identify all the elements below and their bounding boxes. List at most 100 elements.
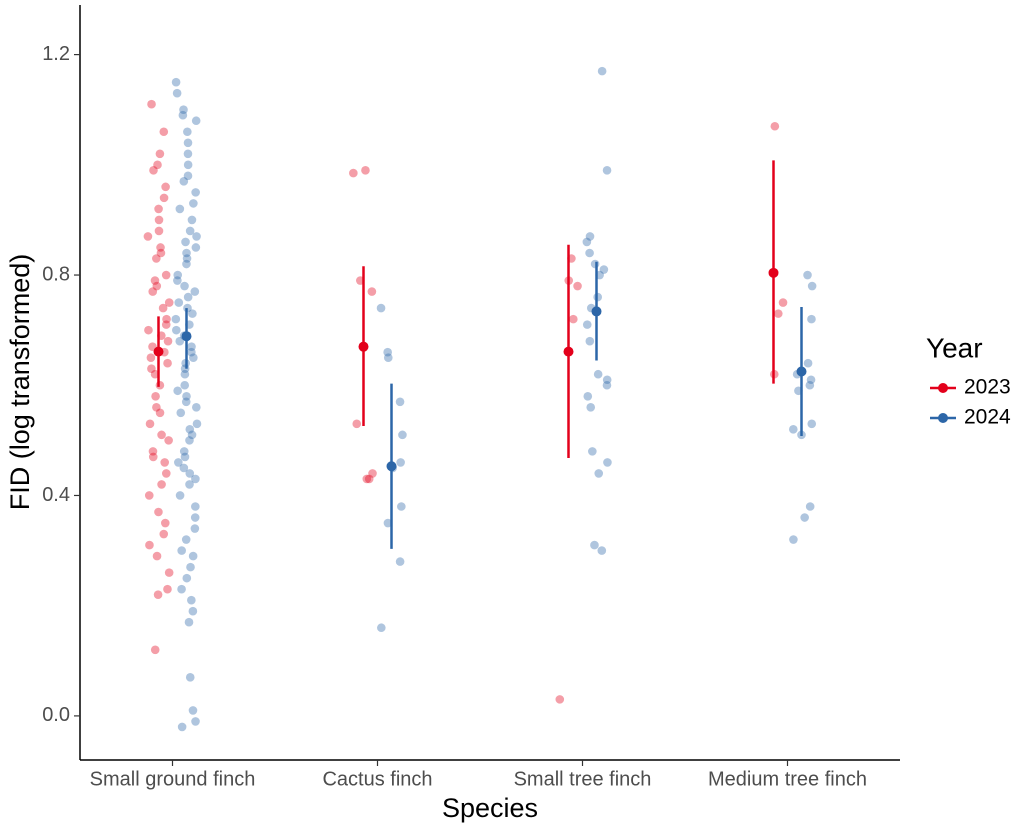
data-point [807,314,816,324]
data-point [807,419,817,429]
data-point [573,281,582,291]
data-point [154,226,164,236]
data-point [147,364,156,374]
data-point [397,502,406,511]
data-point [175,336,185,346]
data-point [789,425,798,434]
data-point [185,226,195,236]
data-point [377,623,386,633]
data-point [191,717,200,726]
data-point [177,722,187,732]
data-point [160,518,170,528]
data-point [805,502,815,511]
data-point [179,463,189,473]
data-point [602,380,612,390]
data-point [145,540,154,550]
data-point [159,193,169,203]
data-point [189,199,198,208]
data-point [778,298,788,307]
x-tick-label: Cactus finch [322,768,432,790]
data-point [152,281,162,291]
data-point [395,557,405,566]
data-point [594,469,604,478]
data-point [180,452,190,462]
data-point [187,595,196,605]
data-point [188,606,198,616]
data-point [153,590,163,599]
data-point [152,402,161,412]
data-point [583,391,593,401]
data-point [192,419,202,429]
data-point [162,314,171,324]
legend-title: Year [926,332,983,363]
data-point [597,546,607,555]
data-point [177,546,186,555]
y-axis-title: FID (log transformed) [5,254,35,511]
data-point [182,248,191,258]
data-point [568,314,578,324]
data-point [157,430,166,440]
data-point [192,402,201,412]
data-point [603,458,612,467]
data-point [175,204,185,214]
x-tick-label: Small tree finch [514,768,652,790]
data-point [157,480,166,489]
data-point [586,402,596,412]
data-point [149,166,158,175]
data-point [185,480,194,489]
mean-point [591,306,602,317]
data-point [152,551,162,561]
data-point [181,535,191,544]
data-point [191,243,201,252]
data-point [155,408,165,418]
data-point [163,336,173,346]
y-tick-label: 1.2 [42,43,70,65]
data-point [153,160,162,170]
legend-dot [938,383,948,393]
data-point [161,469,171,478]
data-point [156,248,166,258]
data-point [181,237,190,247]
data-point [602,375,612,385]
data-point [191,188,200,197]
data-point [806,375,816,385]
data-point [163,584,172,594]
data-point [154,507,163,517]
data-point [159,529,169,539]
data-point [174,458,183,467]
data-point [349,168,358,178]
data-point [144,325,153,335]
y-tick-label: 0.4 [42,484,70,506]
data-point [585,248,594,258]
data-point [188,551,198,561]
data-point [161,320,171,329]
data-point [171,77,181,87]
data-point [183,171,193,181]
data-point [588,447,597,456]
data-point [160,458,170,467]
data-point [183,292,193,302]
data-point [190,287,200,296]
data-point [190,524,200,533]
data-point [180,369,190,379]
data-point [805,380,815,390]
data-point [163,358,172,368]
data-point [376,303,386,313]
data-point [383,347,392,357]
data-point [146,353,156,363]
mean-point [181,331,192,342]
data-point [155,380,165,390]
data-point [191,474,200,484]
data-point [582,320,592,329]
data-point [183,138,193,148]
data-point [185,469,195,478]
data-point [180,281,189,291]
data-point [368,469,377,478]
mean-point [358,341,369,352]
data-point [602,166,612,175]
data-point [144,491,154,500]
data-point [582,237,592,247]
data-point [585,336,595,346]
data-point [183,149,193,159]
